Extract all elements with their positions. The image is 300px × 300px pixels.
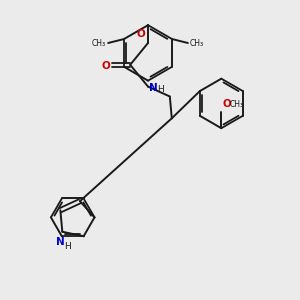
Text: CH₃: CH₃ bbox=[190, 38, 204, 47]
Text: CH₃: CH₃ bbox=[229, 100, 243, 109]
Text: H: H bbox=[157, 85, 164, 94]
Text: N: N bbox=[149, 82, 158, 93]
Text: O: O bbox=[137, 29, 146, 39]
Text: CH₃: CH₃ bbox=[92, 38, 106, 47]
Text: O: O bbox=[222, 99, 231, 110]
Text: N: N bbox=[56, 237, 65, 247]
Text: O: O bbox=[101, 61, 110, 71]
Text: H: H bbox=[64, 242, 70, 251]
